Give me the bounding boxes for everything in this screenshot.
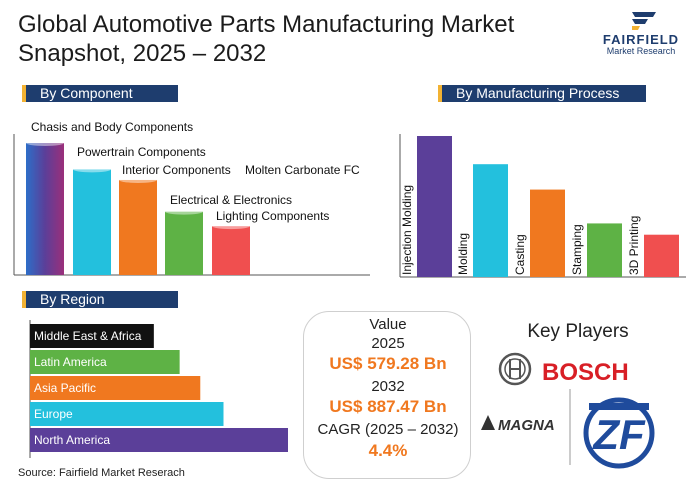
process-bar-stamping: [587, 223, 622, 277]
region-bar-middle-east-africa: [30, 324, 154, 348]
process-label-stamping: Stamping: [570, 224, 584, 275]
region-label-asia-pacific: Asia Pacific: [34, 381, 96, 395]
process-bar-casting: [530, 189, 565, 277]
value-year-2032: 2032: [371, 378, 405, 395]
value-amount-2032: US$ 887.47 Bn: [329, 397, 447, 416]
component-label-molten-carbonate-fc: Molten Carbonate FC: [245, 163, 360, 177]
source-note: Source: Fairfield Market Reserach: [18, 467, 185, 479]
section-by-component: By Component: [22, 85, 178, 102]
zf-logo-icon: [583, 397, 655, 469]
logo-brand: FAIRFIELD: [602, 32, 680, 47]
component-bar-chasis-and-body-components: [26, 143, 64, 275]
component-label-chasis-and-body-components: Chasis and Body Components: [31, 120, 193, 134]
section-by-region: By Region: [22, 291, 178, 308]
region-bar-north-america: [30, 428, 288, 452]
key-players-title: Key Players: [527, 321, 629, 342]
component-bar-powertrain-components: [73, 169, 111, 275]
bosch-logo-text: BOSCH: [542, 359, 629, 386]
logo-subtitle: Market Research: [606, 46, 676, 56]
process-label-casting: Casting: [513, 234, 527, 275]
component-bar-cap-chasis-and-body-components: [26, 140, 64, 146]
component-bar-cap-electrical-electronics: [165, 208, 203, 215]
region-label-north-america: North America: [34, 433, 110, 447]
process-bar-3d-printing: [644, 234, 679, 277]
section-by-process: By Manufacturing Process: [438, 85, 646, 102]
magna-logo-text: MAGNA: [498, 417, 555, 434]
magna-logo-icon: [481, 415, 495, 430]
component-bar-interior-components: [119, 179, 157, 275]
cagr-label: CAGR (2025 – 2032): [317, 421, 459, 438]
bosch-logo-icon: [498, 352, 532, 386]
component-label-interior-components: Interior Components: [122, 163, 231, 177]
process-label-3d-printing: 3D Printing: [627, 216, 641, 275]
region-bar-latin-america: [30, 350, 180, 374]
region-label-middle-east-africa: Middle East & Africa: [34, 329, 142, 343]
process-bar-chart: Injection Molding Molding Casting Stamping 3…: [399, 134, 686, 278]
component-label-powertrain-components: Powertrain Components: [77, 145, 206, 159]
component-bar-chart: Chasis and Body Components Powertrain Com…: [13, 120, 370, 276]
market-value-box: Value 2025 US$ 579.28 Bn 2032 US$ 887.47…: [303, 311, 471, 479]
fairfield-logo: FAIRFIELD Market Research: [596, 8, 686, 58]
process-label-injection-molding: Injection Molding: [400, 185, 414, 275]
region-bar-chart: Middle East & Africa Latin America Asia Pa…: [29, 320, 288, 458]
component-label-lighting-components: Lighting Components: [216, 209, 329, 223]
page-title: Global Automotive Parts Manufacturing Ma…: [18, 11, 515, 67]
component-bar-cap-interior-components: [119, 176, 157, 183]
value-year-2025: 2025: [371, 335, 405, 352]
cagr-value: 4.4%: [368, 441, 408, 460]
region-label-latin-america: Latin America: [34, 355, 107, 369]
region-bar-asia-pacific: [30, 376, 201, 400]
component-bar-cap-powertrain-components: [73, 166, 111, 173]
region-bar-europe: [30, 402, 224, 426]
value-amount-2025: US$ 579.28 Bn: [329, 354, 447, 373]
process-label-molding: Molding: [456, 233, 470, 275]
zf-logo-text: ZF: [592, 411, 646, 458]
component-bar-cap-lighting-components: [212, 223, 250, 230]
component-bar-lighting-components: [212, 226, 250, 275]
component-label-electrical-electronics: Electrical & Electronics: [170, 193, 292, 207]
region-label-europe: Europe: [34, 407, 73, 421]
component-bar-electrical-electronics: [165, 211, 203, 275]
key-players-logos: BOSCH MAGNA ZF: [481, 352, 655, 469]
process-bar-injection-molding: [417, 136, 452, 277]
value-label: Value: [369, 316, 407, 333]
fairfield-logo-icon: [632, 12, 656, 30]
process-bar-molding: [473, 164, 508, 277]
